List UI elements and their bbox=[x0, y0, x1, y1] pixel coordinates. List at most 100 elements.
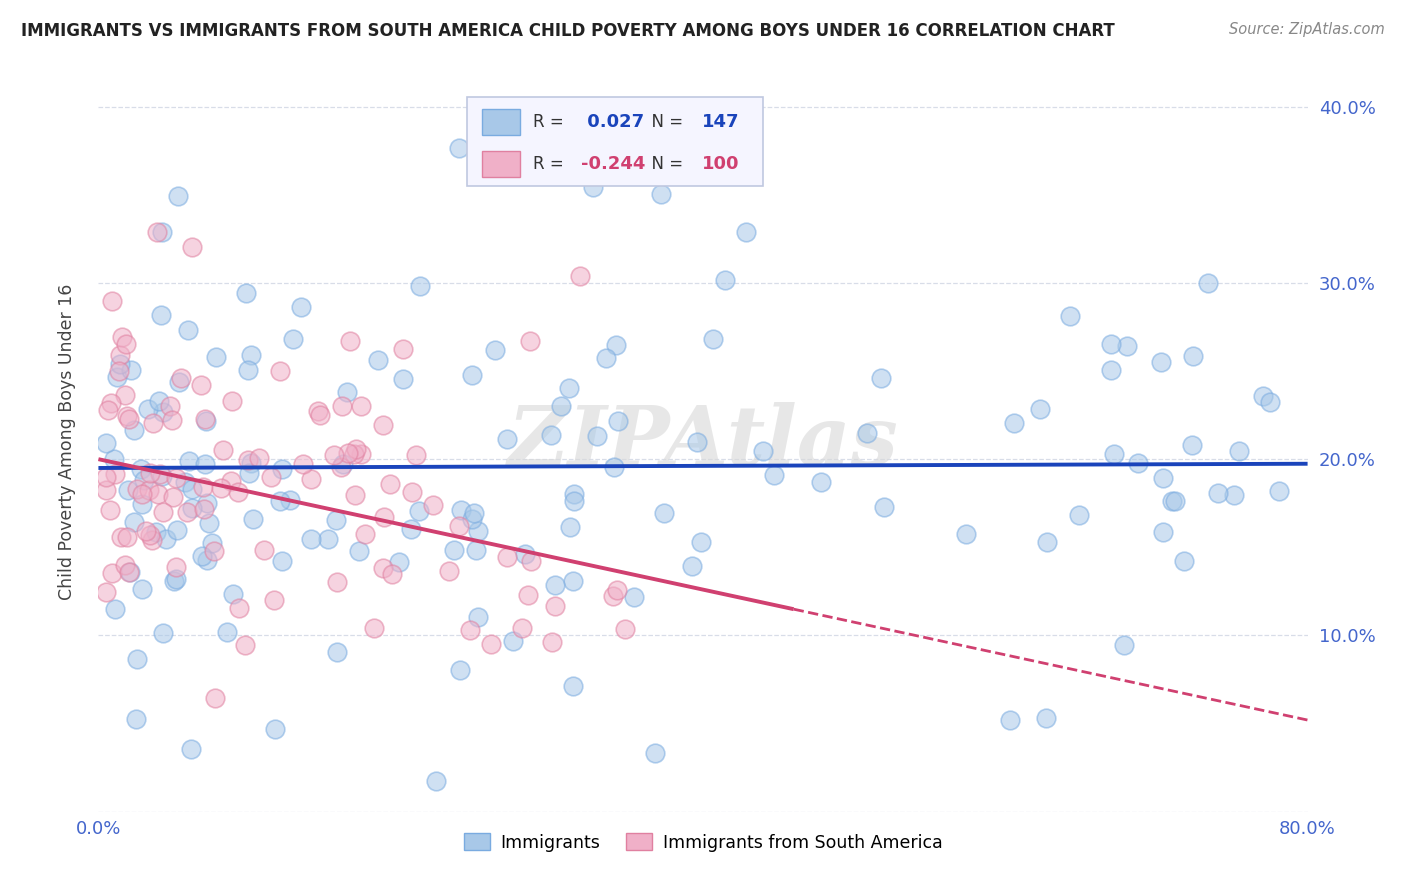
Point bbox=[1181, 349, 1204, 363]
Point bbox=[450, 503, 472, 517]
Point bbox=[350, 399, 373, 413]
Point bbox=[290, 301, 312, 315]
FancyBboxPatch shape bbox=[467, 97, 763, 186]
Point bbox=[97, 403, 120, 417]
Point bbox=[247, 450, 270, 465]
Point bbox=[467, 609, 489, 624]
Point bbox=[142, 417, 165, 431]
Point bbox=[467, 524, 489, 539]
Point bbox=[562, 574, 585, 588]
Point bbox=[122, 423, 145, 437]
Point bbox=[496, 433, 519, 447]
Point bbox=[260, 470, 283, 484]
Point bbox=[125, 712, 148, 726]
Point bbox=[120, 363, 142, 377]
Point bbox=[104, 467, 127, 481]
Point bbox=[422, 498, 444, 512]
Point bbox=[1251, 390, 1274, 404]
Point bbox=[269, 363, 291, 377]
Point bbox=[236, 363, 259, 377]
Point bbox=[181, 239, 204, 253]
Point bbox=[269, 493, 291, 508]
Text: -0.244: -0.244 bbox=[581, 155, 645, 173]
Point bbox=[408, 504, 430, 518]
Point bbox=[316, 532, 339, 546]
Point bbox=[100, 566, 122, 581]
Point bbox=[152, 225, 174, 239]
Point bbox=[145, 524, 167, 539]
Point bbox=[163, 574, 186, 588]
Point bbox=[502, 634, 524, 648]
Point bbox=[117, 412, 139, 426]
Point bbox=[606, 414, 628, 428]
Point bbox=[131, 582, 153, 597]
Point bbox=[299, 532, 322, 546]
Point bbox=[540, 428, 562, 442]
Point bbox=[1028, 401, 1050, 416]
Point bbox=[148, 394, 170, 409]
Point bbox=[114, 558, 136, 572]
Point bbox=[484, 343, 506, 358]
Point bbox=[582, 180, 605, 194]
Point bbox=[354, 527, 377, 541]
Point bbox=[363, 621, 385, 635]
Point bbox=[606, 583, 628, 598]
Point bbox=[1161, 493, 1184, 508]
Point bbox=[191, 549, 214, 564]
Point bbox=[1173, 554, 1195, 568]
Point bbox=[519, 554, 541, 568]
Point bbox=[242, 511, 264, 525]
Point bbox=[367, 353, 389, 368]
Point bbox=[201, 535, 224, 549]
Point bbox=[1227, 444, 1250, 458]
Point bbox=[602, 590, 624, 604]
Point bbox=[263, 593, 285, 607]
Text: IMMIGRANTS VS IMMIGRANTS FROM SOUTH AMERICA CHILD POVERTY AMONG BOYS UNDER 16 CO: IMMIGRANTS VS IMMIGRANTS FROM SOUTH AMER… bbox=[21, 22, 1115, 40]
Point bbox=[148, 487, 170, 501]
Point bbox=[108, 357, 131, 371]
Point bbox=[131, 497, 153, 511]
Point bbox=[205, 350, 228, 364]
Point bbox=[810, 475, 832, 490]
Point bbox=[562, 494, 585, 508]
Point bbox=[212, 442, 235, 457]
Point bbox=[1069, 508, 1091, 522]
Point bbox=[734, 225, 756, 239]
Point bbox=[138, 483, 160, 497]
Point bbox=[1035, 711, 1057, 725]
Point bbox=[371, 561, 394, 575]
Point bbox=[870, 371, 893, 385]
Point bbox=[330, 399, 353, 413]
Point bbox=[336, 385, 359, 400]
Point bbox=[108, 348, 131, 362]
Point bbox=[463, 507, 485, 521]
Point bbox=[165, 560, 187, 574]
Point bbox=[167, 375, 190, 389]
Point bbox=[326, 574, 349, 589]
Point bbox=[388, 555, 411, 569]
Text: R =: R = bbox=[533, 113, 568, 131]
Point bbox=[998, 714, 1021, 728]
Point bbox=[557, 381, 579, 395]
Point bbox=[409, 278, 432, 293]
Point bbox=[1002, 417, 1025, 431]
Point bbox=[339, 334, 361, 348]
Point bbox=[271, 462, 294, 476]
Point bbox=[221, 394, 243, 409]
Point bbox=[299, 472, 322, 486]
Point bbox=[129, 461, 152, 475]
Point bbox=[181, 500, 204, 515]
Point bbox=[180, 742, 202, 756]
Point bbox=[238, 453, 260, 467]
Point bbox=[650, 186, 672, 201]
Point bbox=[162, 491, 184, 505]
Point bbox=[94, 483, 117, 497]
Point bbox=[115, 337, 138, 351]
Point bbox=[373, 417, 395, 432]
Text: ZIPAtlas: ZIPAtlas bbox=[508, 401, 898, 482]
Point bbox=[1267, 484, 1289, 499]
Point bbox=[322, 448, 344, 462]
Point bbox=[603, 459, 626, 474]
Point bbox=[149, 467, 172, 481]
Text: N =: N = bbox=[641, 155, 689, 173]
